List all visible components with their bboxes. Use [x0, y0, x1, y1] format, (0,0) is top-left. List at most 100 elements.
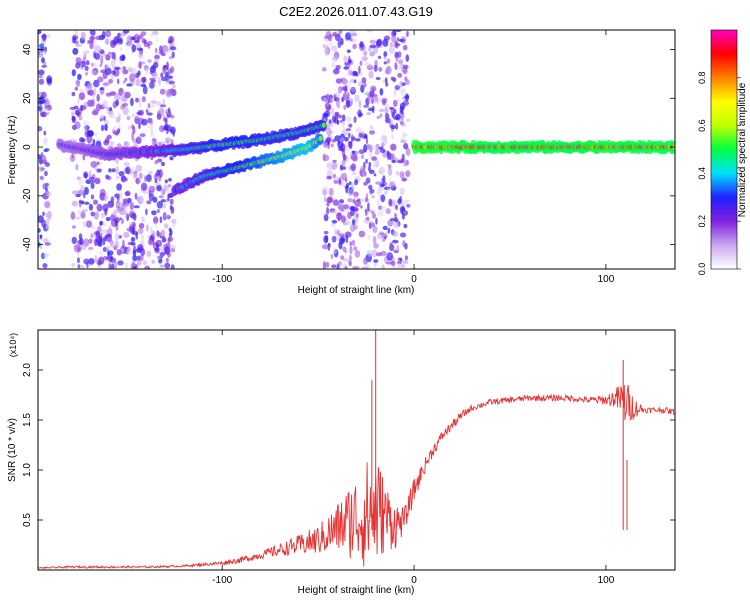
spectrogram-cell	[126, 248, 132, 255]
spectrogram-cell	[161, 204, 166, 209]
spectrogram-cell	[385, 117, 391, 124]
spectrogram-cell	[360, 84, 365, 93]
spectrogram-cell	[85, 60, 90, 66]
spectrogram-cell	[334, 91, 341, 98]
spectrogram-cell	[152, 230, 156, 237]
spectrogram-cell	[78, 177, 84, 186]
spectrogram-cell	[333, 31, 337, 36]
spectrogram-cell	[322, 261, 327, 269]
snr-line-layer	[38, 330, 675, 570]
spectrogram-cell	[378, 230, 384, 236]
spectrogram-cell	[342, 258, 350, 262]
spectrogram-cell	[114, 240, 119, 249]
spectrogram-cell	[71, 91, 76, 97]
spectrogram-cell	[369, 44, 377, 49]
spectrogram-cell	[368, 107, 374, 112]
spectrogram-cell	[110, 72, 114, 80]
spectrogram-cell	[403, 142, 409, 150]
spectrogram-cell	[113, 261, 118, 269]
spectrogram-cell	[346, 49, 351, 53]
spectrogram-cell	[147, 59, 152, 63]
spectrogram-cell	[331, 219, 338, 224]
spectrogram-cell	[348, 143, 353, 148]
spectrogram-cell	[385, 208, 391, 215]
spectrogram-cell	[145, 68, 149, 76]
spectrogram-cell	[108, 262, 112, 269]
spectrogram-cell	[133, 40, 140, 44]
spectrogram-cell	[137, 62, 143, 69]
spectrogram-cell	[166, 136, 171, 142]
spectrogram-cell	[101, 229, 108, 235]
spectrogram-cell	[148, 185, 156, 193]
spectrogram-cell	[42, 211, 45, 217]
spectrogram-cell	[164, 262, 171, 269]
spectrogram-cell	[88, 258, 95, 265]
spectrogram-cell	[110, 39, 117, 48]
spectrogram-cell	[352, 219, 356, 226]
spectrogram-cell	[344, 249, 348, 254]
spectrogram-cell	[84, 72, 89, 76]
spectrogram-cell	[119, 55, 125, 62]
spectrogram-cell	[77, 189, 85, 196]
spectrogram-cell	[72, 47, 79, 55]
spectrogram-cell	[156, 185, 162, 192]
spectrogram-cell	[96, 94, 100, 102]
spectrogram-cell	[116, 143, 122, 148]
spectrogram-cell	[155, 37, 159, 43]
spectrogram-cell	[142, 85, 148, 95]
spectrogram-cell	[81, 208, 89, 213]
y-tick-label: 40	[22, 44, 33, 56]
spectrogram-cell	[141, 118, 148, 126]
snr-series-line	[38, 384, 675, 570]
spectrogram-cell	[355, 138, 361, 142]
spectrogram-cell	[108, 51, 112, 55]
spectrogram-cell	[95, 104, 100, 109]
spectrogram-cell	[327, 110, 331, 117]
spectrogram-cell	[161, 229, 165, 237]
spectrogram-cells	[38, 30, 675, 269]
spectrogram-cell	[400, 117, 404, 125]
spectrogram-cell	[366, 143, 371, 150]
spectrogram-cell	[43, 148, 48, 153]
spectrogram-y-label: Frequency (Hz)	[7, 116, 18, 185]
spectrogram-cell	[390, 124, 397, 130]
spectrogram-cell	[135, 177, 141, 185]
spectrogram-cell	[140, 83, 147, 88]
spectrogram-cell	[158, 49, 164, 56]
spectrogram-cell	[341, 77, 347, 83]
spectrogram-cell	[136, 260, 142, 266]
spectrogram-cell	[345, 128, 352, 132]
spectrogram-cell	[93, 79, 100, 88]
spectrogram-cell	[340, 143, 346, 152]
spectrogram-cell	[379, 113, 383, 118]
spectrogram-cell	[397, 262, 401, 269]
spectrogram-cell	[172, 84, 176, 89]
spectrogram-cell	[353, 206, 358, 213]
spectrogram-cell	[151, 210, 157, 216]
spectrogram-cell	[71, 236, 78, 245]
spectrogram-cell	[156, 246, 160, 254]
spectrogram-cell	[153, 61, 159, 69]
spectrogram-cell	[105, 216, 111, 222]
spectrogram-cell	[395, 113, 401, 121]
spectrogram-cell	[329, 94, 333, 99]
spectrogram-cell	[104, 64, 109, 70]
spectrogram-cell	[341, 114, 346, 122]
spectrogram-cell	[365, 192, 369, 202]
spectrogram-cell	[385, 82, 389, 87]
colorbar-tick-label: 0.2	[697, 215, 707, 228]
spectrogram-cell	[97, 241, 103, 247]
spectrogram-cell	[397, 72, 403, 78]
spectrogram-cell	[372, 87, 375, 96]
spectrogram-cell	[354, 94, 360, 103]
spectrogram-cell	[39, 244, 43, 250]
y-tick-label: 0	[22, 144, 33, 150]
spectrogram-cell	[134, 192, 138, 200]
spectrogram-cell	[365, 216, 370, 221]
spectrogram-cell	[130, 97, 134, 107]
spectrogram-cell	[397, 98, 401, 103]
y-tick-label: 20	[22, 92, 33, 104]
spectrogram-cell	[395, 30, 402, 33]
spectrogram-cell	[74, 121, 81, 129]
